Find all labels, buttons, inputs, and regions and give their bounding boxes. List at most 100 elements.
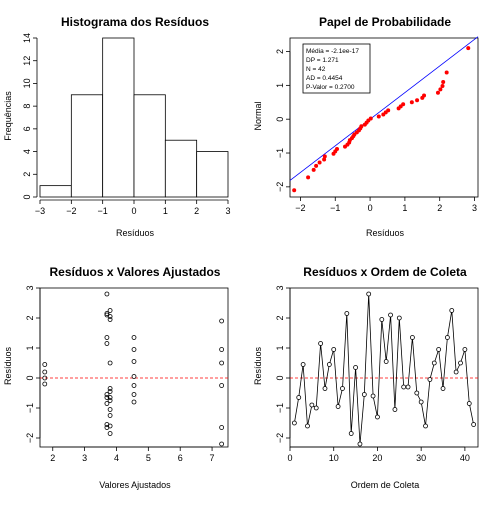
residuals-vs-order-point [296, 395, 302, 400]
residuals-vs-fitted-x-tick-label: 4 [114, 453, 119, 463]
residuals-vs-fitted-point [42, 381, 48, 387]
probability-plot-x-tick-label: 0 [368, 203, 373, 213]
histogram-x-tick-label: 2 [194, 206, 199, 216]
stats-box: Média = -2.1ee-17 DP = 1.271 N = 42 AD =… [302, 43, 371, 94]
residuals-vs-order-point [291, 420, 297, 426]
residuals-vs-order-y-tick-label: −2 [275, 433, 285, 443]
residuals-vs-fitted-point [131, 392, 137, 397]
probability-plot-point [438, 87, 443, 92]
residuals-vs-order-ylabel: Resíduos [253, 346, 263, 385]
residuals-vs-fitted-point [131, 335, 137, 340]
residuals-vs-fitted-point [107, 308, 113, 313]
residuals-vs-order-point [436, 347, 442, 352]
residuals-vs-fitted-point [107, 395, 113, 400]
residuals-vs-order-y-tick-label: 0 [275, 375, 285, 380]
residuals-vs-order-point [375, 414, 380, 420]
stats-n: N = 42 [306, 66, 326, 73]
residuals-vs-fitted-point [42, 362, 48, 367]
residuals-vs-order-point [431, 360, 437, 366]
residuals-vs-order-point [357, 441, 363, 447]
histogram-y-tick-label: 0 [22, 194, 32, 199]
histogram-y-tick-label: 8 [22, 104, 32, 109]
residuals-vs-order-y-tick-label: −1 [275, 403, 285, 413]
probability-plot-y-tick-label: −2 [275, 182, 285, 192]
histogram-x-tick-label: 0 [131, 206, 136, 216]
residuals-vs-fitted-point [107, 389, 113, 394]
residuals-vs-order-point [379, 317, 385, 322]
stats-box-frame [302, 43, 371, 94]
histogram-y-tick-label: 14 [22, 33, 32, 43]
residuals-vs-order-x-tick-label: 0 [287, 453, 292, 463]
residuals-vs-order-point [392, 407, 398, 412]
probability-plot-point [444, 70, 449, 75]
residuals-vs-fitted-y-tick-label: 2 [25, 315, 35, 320]
histogram-bar [102, 37, 135, 198]
residuals-vs-order-point [405, 384, 411, 390]
residuals-vs-order-point [344, 311, 350, 316]
probability-plot-point [441, 79, 446, 84]
probability-plot-title: Papel de Probabilidade [319, 15, 451, 29]
residuals-vs-order-y-tick-label: 3 [275, 285, 285, 290]
residuals-vs-fitted-point [107, 413, 113, 418]
residuals-vs-fitted-point [131, 347, 137, 352]
residuals-vs-fitted-point [131, 359, 137, 364]
residuals-vs-order-point [348, 431, 354, 436]
residuals-vs-fitted-x-tick-label: 5 [146, 453, 151, 463]
residuals-vs-fitted-point [219, 441, 225, 447]
stats-ad: AD = 0.4454 [306, 75, 343, 82]
probability-plot-point [409, 100, 414, 105]
probability-plot-point [322, 154, 327, 159]
probability-plot-point [415, 98, 420, 103]
probability-plot-point [368, 116, 373, 121]
histogram-x-tick-label: 1 [163, 206, 168, 216]
residuals-vs-fitted-point [107, 360, 113, 366]
residuals-vs-order-x-tick-label: 10 [329, 453, 339, 463]
residuals-vs-order-point [440, 386, 446, 391]
histogram-x-tick-label: −1 [98, 206, 108, 216]
probability-plot-point [386, 108, 391, 113]
residuals-vs-fitted-x-tick-label: 7 [210, 453, 215, 463]
probability-plot-panel: Papel de Probabilidade Resíduos Normal −… [253, 15, 479, 238]
histogram-y-tick-label: 10 [22, 78, 32, 88]
residuals-vs-fitted-x-tick-label: 6 [178, 453, 183, 463]
probability-plot-reference-line [289, 36, 479, 181]
residuals-vs-fitted-point [131, 374, 137, 379]
residuals-vs-order-panel: Resíduos x Ordem de Coleta Ordem de Cole… [253, 265, 479, 490]
residuals-vs-order-point [300, 362, 306, 367]
stats-pvalue: P-Valor = 0.2700 [306, 84, 355, 91]
probability-plot-point [422, 93, 427, 98]
residuals-vs-order-title: Resíduos x Ordem de Coleta [303, 265, 467, 279]
probability-plot-point [376, 114, 381, 119]
probability-plot-point [314, 163, 319, 168]
residuals-vs-fitted-point [104, 335, 110, 340]
histogram-bar [39, 185, 72, 198]
histogram-ylabel: Frequências [3, 91, 13, 141]
residuals-vs-order-y-tick-label: 1 [275, 345, 285, 350]
residuals-vs-order-point [423, 423, 428, 429]
residuals-vs-order-point [462, 347, 468, 352]
residuals-vs-fitted-x-tick-label: 3 [82, 453, 87, 463]
residuals-vs-fitted-point [107, 431, 113, 436]
residuals-vs-fitted-point [219, 425, 225, 430]
residuals-vs-fitted-point [104, 341, 110, 346]
probability-plot-point [440, 84, 445, 89]
residuals-vs-order-y-tick-label: 2 [275, 315, 285, 320]
probability-plot-y-tick-label: −1 [275, 148, 285, 158]
residuals-vs-order-point [331, 347, 337, 352]
residuals-vs-fitted-frame [39, 287, 229, 448]
histogram-bar [196, 151, 229, 198]
residuals-vs-fitted-point [219, 360, 225, 366]
residuals-vs-fitted-point [219, 347, 225, 352]
stats-sd: DP = 1.271 [306, 57, 339, 64]
probability-plot-x-tick-label: 2 [437, 203, 442, 213]
probability-plot-point [322, 157, 327, 162]
residuals-vs-fitted-xlabel: Valores Ajustados [99, 480, 171, 490]
residuals-vs-fitted-y-tick-label: 3 [25, 285, 35, 290]
residuals-vs-fitted-y-tick-label: 0 [25, 375, 35, 380]
probability-plot-y-tick-label: 2 [275, 49, 285, 54]
residuals-vs-order-point [418, 399, 424, 405]
residuals-vs-fitted-point [107, 314, 113, 319]
residuals-vs-order-point [309, 402, 315, 408]
probability-plot-point [435, 90, 440, 95]
